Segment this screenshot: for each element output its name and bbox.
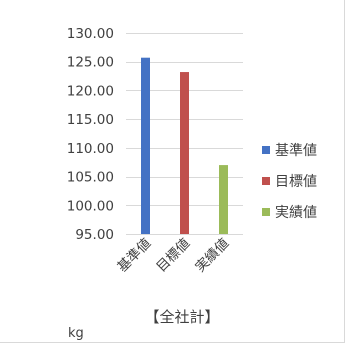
y-tick-label: 95.00 [75,227,114,243]
y-tick-label: 130.00 [67,26,114,42]
y-tick-label: 105.00 [67,170,114,186]
bar-2 [180,72,189,235]
legend-label: 実績値 [275,205,317,221]
unit-label: kg [68,326,84,341]
legend-swatch [262,208,270,216]
bars [141,57,228,235]
legend-swatch [262,177,270,185]
x-category-label: 実績値 [192,236,232,276]
legend-swatch [262,146,270,154]
legend-label: 目標値 [275,174,317,190]
y-tick-label: 115.00 [67,112,114,128]
y-tick-label: 110.00 [67,141,114,157]
x-axis-category-labels: 基準値 目標値 実績値 [114,235,233,276]
y-axis-tick-labels: 95.00 100.00 105.00 110.00 115.00 120.00 125.0… [67,26,114,243]
chart-frame: 95.00 100.00 105.00 110.00 115.00 120.00 125.0… [0,0,345,343]
y-tick-label: 100.00 [67,198,114,214]
bar-1 [141,57,150,234]
bar-3 [219,165,228,234]
x-category-label: 目標値 [153,236,193,276]
y-tick-label: 125.00 [67,55,114,71]
chart-title: 【全社計】 [144,308,219,326]
x-category-label: 基準値 [114,235,155,276]
legend-label: 基準値 [275,142,317,159]
y-tick-label: 120.00 [67,83,114,99]
